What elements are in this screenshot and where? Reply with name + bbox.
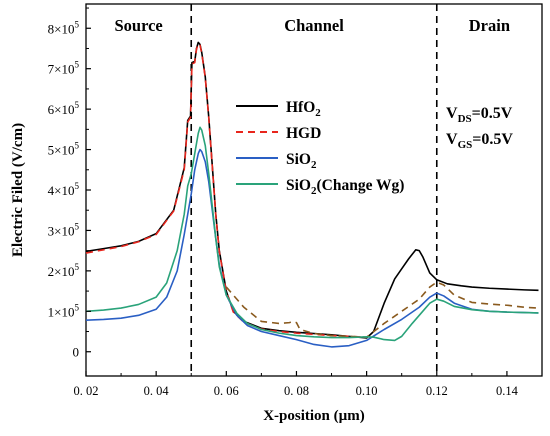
y-tick-label: 4×105: [48, 181, 80, 198]
y-tick-label: 3×105: [48, 221, 80, 238]
series-line-3: [85, 148, 539, 348]
y-axis: 0 1×105 2×105 3×105 4×105 5×105 6×105 7×105 8×10…: [48, 7, 91, 360]
x-axis: 0. 02 0. 04 0. 06 0. 08 0.10 0.12 0.14: [74, 371, 519, 398]
x-tick-label: 0.10: [356, 384, 378, 398]
x-tick-label: 0. 02: [74, 384, 99, 398]
x-tick-label: 0. 04: [144, 384, 170, 398]
legend-label: HfO2: [286, 99, 321, 119]
series-line-2: [225, 281, 539, 338]
legend-label: HGD: [286, 125, 321, 142]
y-axis-title: Electric Filed (V/cm): [10, 123, 26, 257]
y-tick-label: 1×105: [48, 302, 80, 319]
y-tick-label: 2×105: [48, 262, 80, 279]
region-label-channel: Channel: [284, 16, 344, 35]
bias-annotation: VDS=0.5V: [446, 105, 513, 125]
x-tick-label: 0.14: [496, 384, 519, 398]
series-line-4: [85, 126, 539, 342]
x-tick-label: 0. 08: [284, 384, 309, 398]
region-label-source: Source: [114, 16, 162, 35]
y-tick-label: 0: [73, 345, 80, 360]
annotations: VDS=0.5V VGS=0.5V: [446, 105, 513, 151]
y-tick-label: 6×105: [48, 100, 80, 117]
plot-area: 0. 02 0. 04 0. 06 0. 08 0.10 0.12 0.14 0 1×105 2…: [48, 3, 543, 398]
y-tick-label: 7×105: [48, 60, 80, 77]
region-label-drain: Drain: [469, 16, 510, 35]
legend-label: SiO2(Change Wg): [286, 177, 404, 197]
legend: HfO2 HGD SiO2 SiO2(Change Wg): [236, 99, 404, 197]
y-tick-label: 8×105: [48, 19, 80, 36]
x-tick-label: 0. 06: [214, 384, 239, 398]
region-labels: Source Channel Drain: [114, 16, 510, 35]
bias-annotation: VGS=0.5V: [446, 131, 513, 151]
x-tick-label: 0.12: [426, 384, 448, 398]
y-tick-label: 5×105: [48, 141, 80, 158]
legend-label: SiO2: [286, 151, 317, 171]
series-layer: [85, 41, 539, 348]
x-axis-title: X-position (µm): [263, 408, 365, 424]
